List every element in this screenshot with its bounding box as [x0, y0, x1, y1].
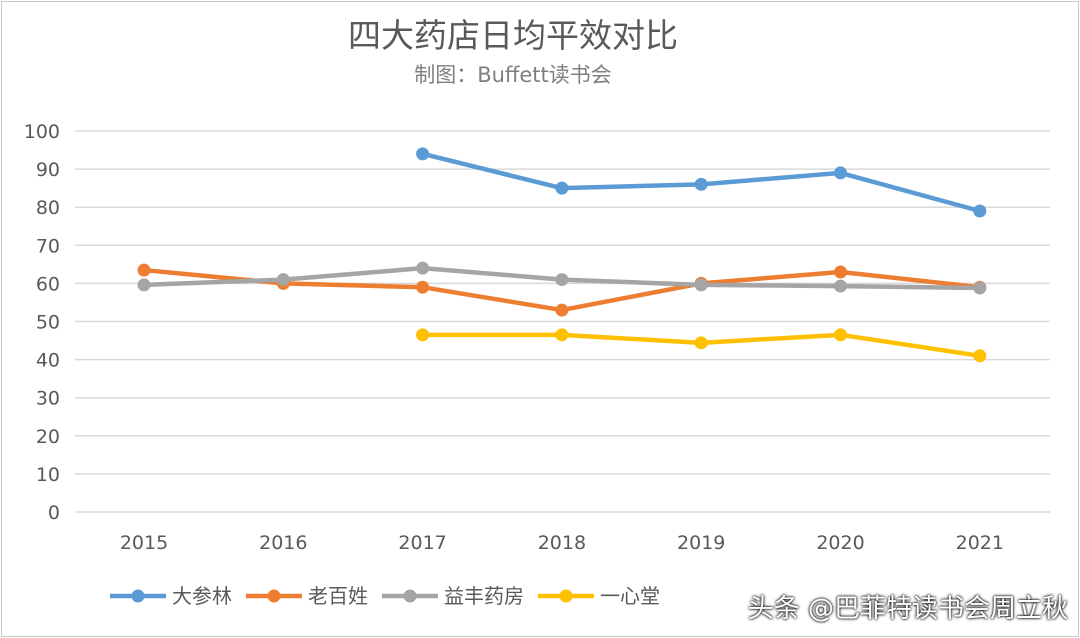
data-point [276, 273, 290, 287]
y-tick-label: 70 [36, 235, 60, 257]
data-point [416, 147, 430, 161]
y-tick-label: 50 [36, 312, 60, 334]
legend-marker [267, 589, 281, 603]
data-point [694, 177, 708, 191]
legend-label: 大参林 [172, 584, 232, 608]
data-point [834, 265, 847, 279]
data-point [694, 278, 708, 292]
x-tick-label: 2016 [259, 532, 307, 554]
data-point [416, 261, 430, 275]
data-point [137, 278, 151, 292]
data-point [555, 303, 569, 317]
legend-label: 老百姓 [308, 584, 368, 608]
data-point [137, 263, 151, 277]
chart-subtitle: 制图：Buffett读书会 [414, 63, 612, 87]
legend-marker [403, 589, 417, 603]
x-tick-label: 2015 [120, 532, 168, 554]
data-point [973, 349, 987, 363]
y-tick-label: 20 [36, 426, 60, 448]
x-tick-label: 2017 [398, 532, 446, 554]
data-point [555, 273, 569, 287]
legend-marker [559, 589, 573, 603]
data-point [834, 279, 847, 293]
data-point [973, 281, 987, 295]
y-tick-label: 40 [36, 350, 60, 372]
legend-label: 一心堂 [600, 584, 660, 608]
data-point [555, 328, 569, 342]
legend-marker [131, 589, 145, 603]
x-tick-label: 2020 [816, 532, 864, 554]
data-point [834, 166, 847, 180]
data-point [973, 204, 987, 218]
data-point [416, 328, 430, 342]
data-point [694, 336, 708, 350]
y-tick-label: 0 [48, 502, 60, 524]
data-point [416, 280, 430, 294]
y-tick-label: 60 [36, 273, 60, 295]
y-tick-label: 90 [36, 159, 60, 181]
y-tick-label: 100 [24, 121, 60, 143]
legend-label: 益丰药房 [444, 584, 524, 608]
watermark: 头条 @巴菲特读书会周立秋 [747, 594, 1068, 624]
y-tick-label: 30 [36, 388, 60, 410]
x-tick-label: 2019 [677, 532, 725, 554]
y-tick-label: 10 [36, 464, 60, 486]
y-tick-label: 80 [36, 197, 60, 219]
data-point [555, 181, 569, 195]
data-point [834, 328, 847, 342]
x-tick-label: 2021 [956, 532, 1004, 554]
x-tick-label: 2018 [538, 532, 586, 554]
chart-title: 四大药店日均平效对比 [348, 16, 678, 55]
